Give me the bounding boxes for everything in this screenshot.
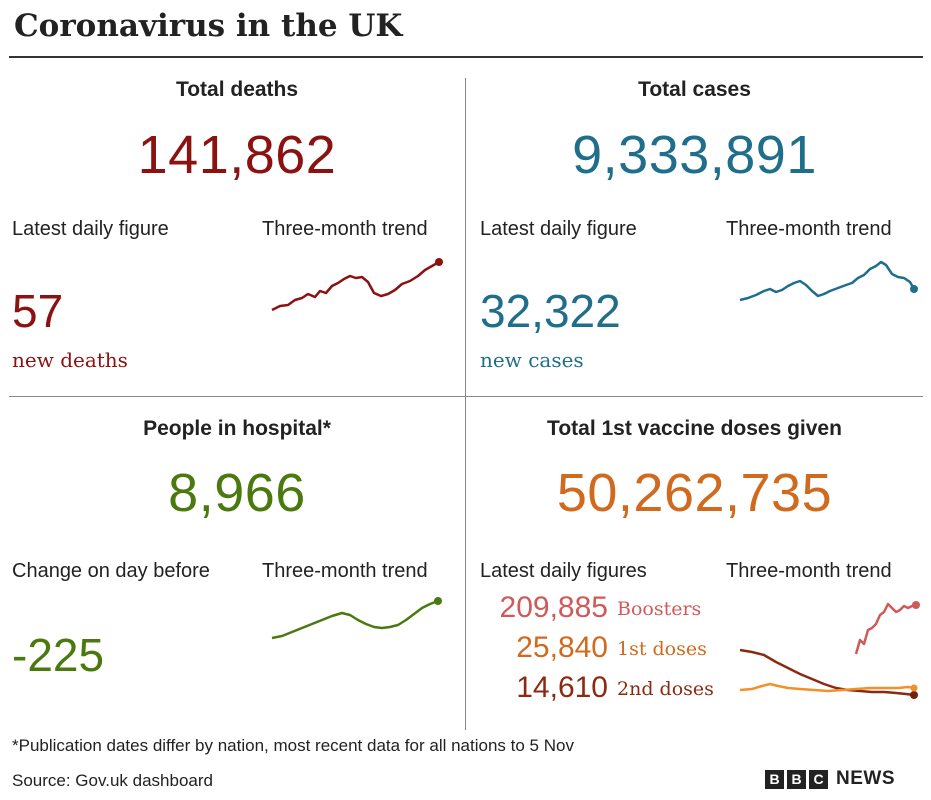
deaths-trend-label: Three-month trend	[262, 218, 428, 240]
second-doses-trend-line	[739, 648, 915, 697]
page-title: Coronavirus in the UK	[14, 8, 403, 44]
deaths-daily-value: 57	[12, 285, 64, 337]
deaths-daily-unit: new deaths	[12, 348, 128, 372]
second-doses-label: 2nd doses	[617, 678, 714, 700]
bbc-logo-letter: B	[787, 769, 806, 789]
vaccine-heading: Total 1st vaccine doses given	[547, 417, 842, 440]
cases-daily-label: Latest daily figure	[480, 218, 637, 240]
boosters-value: 209,885	[499, 591, 608, 624]
hospital-total: 8,966	[168, 463, 306, 523]
second-doses-value: 14,610	[516, 671, 608, 704]
boosters-label: Boosters	[617, 598, 702, 620]
cases-daily-value: 32,322	[480, 285, 621, 337]
deaths-heading: Total deaths	[175, 78, 299, 101]
cases-total: 9,333,891	[572, 125, 817, 185]
cases-trend-label: Three-month trend	[726, 218, 892, 240]
source-note: Source: Gov.uk dashboard	[12, 771, 213, 790]
boosters-trend-line	[854, 602, 917, 655]
horizontal-divider	[9, 396, 923, 397]
first-doses-label: 1st doses	[617, 638, 707, 660]
hospital-trend-label: Three-month trend	[262, 560, 428, 582]
vaccine-trend-label: Three-month trend	[726, 560, 892, 582]
vaccine-total: 50,262,735	[556, 463, 833, 523]
hospital-change-label: Change on day before	[12, 560, 210, 582]
hospital-change-value: -225	[12, 629, 105, 681]
cases-heading: Total cases	[638, 78, 751, 101]
bbc-logo-letter: B	[765, 769, 784, 789]
hospital-heading: People in hospital*	[143, 417, 331, 440]
vertical-divider	[465, 78, 466, 730]
title-rule	[9, 56, 923, 58]
bbc-logo-letter: C	[809, 769, 828, 789]
cases-daily-unit: new cases	[480, 348, 584, 372]
news-wordmark: NEWS	[836, 768, 895, 789]
deaths-total: 141,862	[137, 125, 337, 185]
bbc-news-logo: B B C NEWS	[765, 768, 895, 790]
first-doses-trend-line	[739, 682, 915, 693]
footnote: *Publication dates differ by nation, mos…	[12, 736, 574, 755]
first-doses-value: 25,840	[516, 631, 608, 664]
vaccine-daily-label: Latest daily figures	[480, 560, 647, 582]
deaths-daily-label: Latest daily figure	[12, 218, 169, 240]
